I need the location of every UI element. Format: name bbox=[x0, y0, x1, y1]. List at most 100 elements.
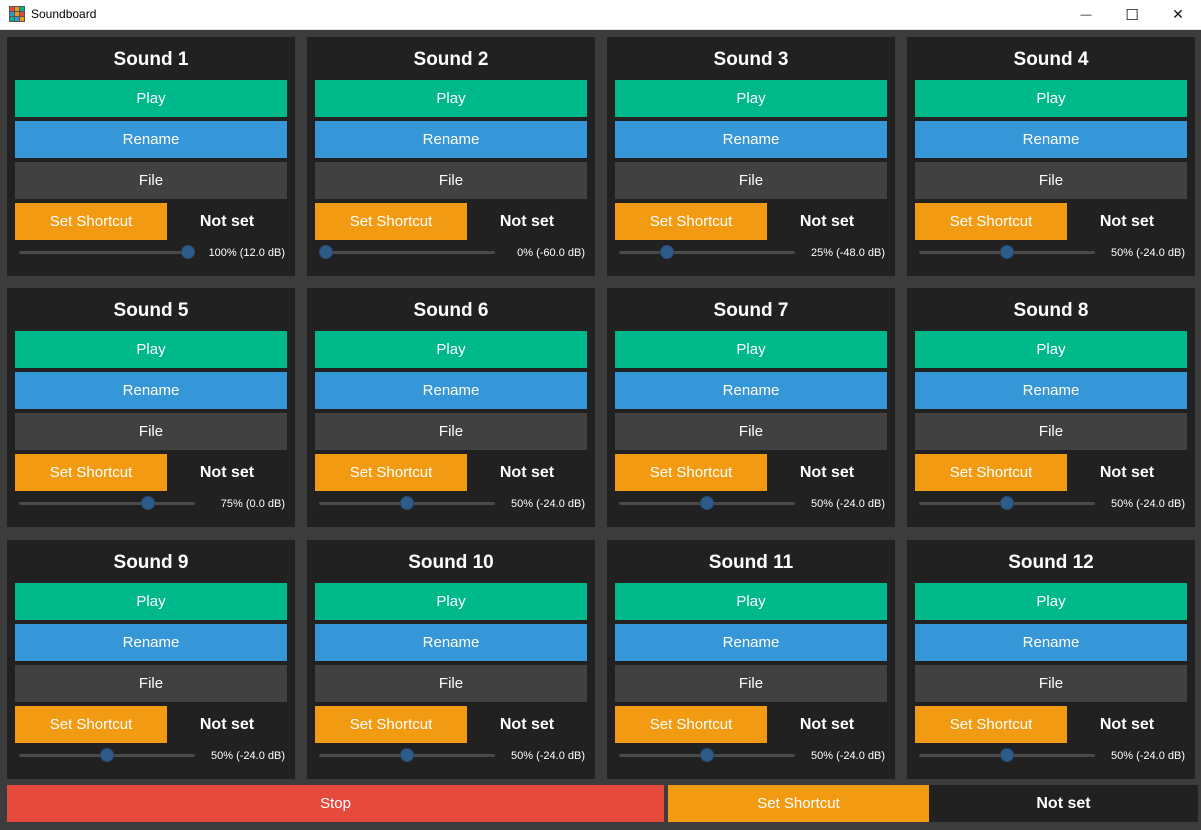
volume-slider-thumb[interactable] bbox=[140, 496, 155, 510]
rename-button[interactable]: Rename bbox=[315, 121, 587, 158]
volume-slider[interactable] bbox=[919, 245, 1095, 259]
shortcut-value: Not set bbox=[199, 715, 255, 733]
rename-button[interactable]: Rename bbox=[615, 121, 887, 158]
volume-slider-thumb[interactable] bbox=[659, 245, 674, 259]
rename-button[interactable]: Rename bbox=[915, 624, 1187, 661]
rename-button[interactable]: Rename bbox=[915, 372, 1187, 409]
rename-button[interactable]: Rename bbox=[15, 624, 287, 661]
stop-set-shortcut-button[interactable]: Set Shortcut bbox=[668, 785, 929, 822]
close-icon: ✕ bbox=[1172, 6, 1184, 22]
volume-slider-thumb[interactable] bbox=[1000, 748, 1014, 762]
sound-card-4: Sound 4 Play Rename File Set Shortcut Not set… bbox=[907, 37, 1195, 276]
sound-title: Sound 10 bbox=[408, 552, 494, 573]
set-shortcut-button[interactable]: Set Shortcut bbox=[315, 706, 467, 743]
rename-button[interactable]: Rename bbox=[615, 624, 887, 661]
set-shortcut-button[interactable]: Set Shortcut bbox=[615, 454, 767, 491]
sound-card-9: Sound 9 Play Rename File Set Shortcut Not set… bbox=[7, 540, 295, 779]
volume-slider[interactable] bbox=[19, 496, 195, 510]
volume-slider-thumb[interactable] bbox=[400, 496, 414, 510]
volume-slider-track bbox=[19, 251, 195, 254]
file-button[interactable]: File bbox=[615, 665, 887, 702]
volume-slider-thumb[interactable] bbox=[100, 748, 114, 762]
set-shortcut-button[interactable]: Set Shortcut bbox=[15, 454, 167, 491]
volume-slider[interactable] bbox=[319, 748, 495, 762]
file-button[interactable]: File bbox=[615, 413, 887, 450]
volume-slider[interactable] bbox=[319, 496, 495, 510]
minimize-icon: — bbox=[1080, 8, 1092, 21]
volume-slider[interactable] bbox=[319, 245, 495, 259]
set-shortcut-button[interactable]: Set Shortcut bbox=[15, 706, 167, 743]
play-button[interactable]: Play bbox=[615, 331, 887, 368]
rename-button[interactable]: Rename bbox=[15, 372, 287, 409]
set-shortcut-button[interactable]: Set Shortcut bbox=[915, 706, 1067, 743]
volume-slider-thumb[interactable] bbox=[319, 245, 333, 259]
maximize-button[interactable]: ☐ bbox=[1109, 0, 1155, 29]
sound-title: Sound 5 bbox=[113, 300, 189, 321]
volume-slider[interactable] bbox=[919, 748, 1095, 762]
play-button[interactable]: Play bbox=[915, 331, 1187, 368]
file-button[interactable]: File bbox=[15, 665, 287, 702]
set-shortcut-button[interactable]: Set Shortcut bbox=[615, 203, 767, 240]
volume-slider[interactable] bbox=[619, 748, 795, 762]
stop-button[interactable]: Stop bbox=[7, 785, 664, 822]
volume-slider[interactable] bbox=[19, 748, 195, 762]
set-shortcut-button[interactable]: Set Shortcut bbox=[315, 203, 467, 240]
volume-slider[interactable] bbox=[919, 496, 1095, 510]
sound-title: Sound 2 bbox=[413, 49, 489, 70]
play-button[interactable]: Play bbox=[615, 80, 887, 117]
set-shortcut-button[interactable]: Set Shortcut bbox=[915, 203, 1067, 240]
volume-slider-thumb[interactable] bbox=[1000, 496, 1014, 510]
file-button[interactable]: File bbox=[15, 162, 287, 199]
set-shortcut-button[interactable]: Set Shortcut bbox=[915, 454, 1067, 491]
close-button[interactable]: ✕ bbox=[1155, 0, 1201, 29]
file-button[interactable]: File bbox=[315, 413, 587, 450]
shortcut-value: Not set bbox=[1099, 212, 1155, 230]
rename-button[interactable]: Rename bbox=[615, 372, 887, 409]
rename-button[interactable]: Rename bbox=[315, 372, 587, 409]
shortcut-value: Not set bbox=[799, 212, 855, 230]
play-button[interactable]: Play bbox=[915, 80, 1187, 117]
play-button[interactable]: Play bbox=[15, 331, 287, 368]
play-button[interactable]: Play bbox=[15, 80, 287, 117]
set-shortcut-button[interactable]: Set Shortcut bbox=[615, 706, 767, 743]
volume-slider-thumb[interactable] bbox=[400, 748, 414, 762]
file-button[interactable]: File bbox=[315, 665, 587, 702]
rename-button[interactable]: Rename bbox=[15, 121, 287, 158]
volume-slider[interactable] bbox=[619, 245, 795, 259]
shortcut-value: Not set bbox=[1099, 463, 1155, 481]
file-button[interactable]: File bbox=[15, 413, 287, 450]
sound-card-12: Sound 12 Play Rename File Set Shortcut Not se… bbox=[907, 540, 1195, 779]
set-shortcut-button[interactable]: Set Shortcut bbox=[15, 203, 167, 240]
set-shortcut-button[interactable]: Set Shortcut bbox=[315, 454, 467, 491]
play-button[interactable]: Play bbox=[315, 80, 587, 117]
volume-slider[interactable] bbox=[619, 496, 795, 510]
file-button[interactable]: File bbox=[915, 162, 1187, 199]
file-button[interactable]: File bbox=[315, 162, 587, 199]
file-button[interactable]: File bbox=[915, 665, 1187, 702]
title-bar: Soundboard — ☐ ✕ bbox=[0, 0, 1201, 30]
play-button[interactable]: Play bbox=[15, 583, 287, 620]
play-button[interactable]: Play bbox=[315, 331, 587, 368]
play-button[interactable]: Play bbox=[915, 583, 1187, 620]
soundboard-main: Sound 1 Play Rename File Set Shortcut Not set… bbox=[0, 30, 1201, 830]
volume-slider-thumb[interactable] bbox=[700, 748, 714, 762]
sound-title: Sound 1 bbox=[113, 49, 189, 70]
volume-slider-thumb[interactable] bbox=[700, 496, 714, 510]
rename-button[interactable]: Rename bbox=[915, 121, 1187, 158]
shortcut-value: Not set bbox=[499, 212, 555, 230]
file-button[interactable]: File bbox=[615, 162, 887, 199]
volume-slider-thumb[interactable] bbox=[181, 245, 195, 259]
volume-label: 100% (12.0 dB) bbox=[208, 247, 285, 259]
rename-button[interactable]: Rename bbox=[315, 624, 587, 661]
volume-slider-thumb[interactable] bbox=[1000, 245, 1014, 259]
play-button[interactable]: Play bbox=[615, 583, 887, 620]
volume-slider[interactable] bbox=[19, 245, 195, 259]
sound-title: Sound 12 bbox=[1008, 552, 1094, 573]
sound-card-5: Sound 5 Play Rename File Set Shortcut Not set… bbox=[7, 288, 295, 527]
sound-title: Sound 4 bbox=[1013, 49, 1089, 70]
minimize-button[interactable]: — bbox=[1063, 0, 1109, 29]
volume-label: 75% (0.0 dB) bbox=[220, 498, 285, 510]
file-button[interactable]: File bbox=[915, 413, 1187, 450]
volume-label: 50% (-24.0 dB) bbox=[811, 498, 885, 510]
play-button[interactable]: Play bbox=[315, 583, 587, 620]
